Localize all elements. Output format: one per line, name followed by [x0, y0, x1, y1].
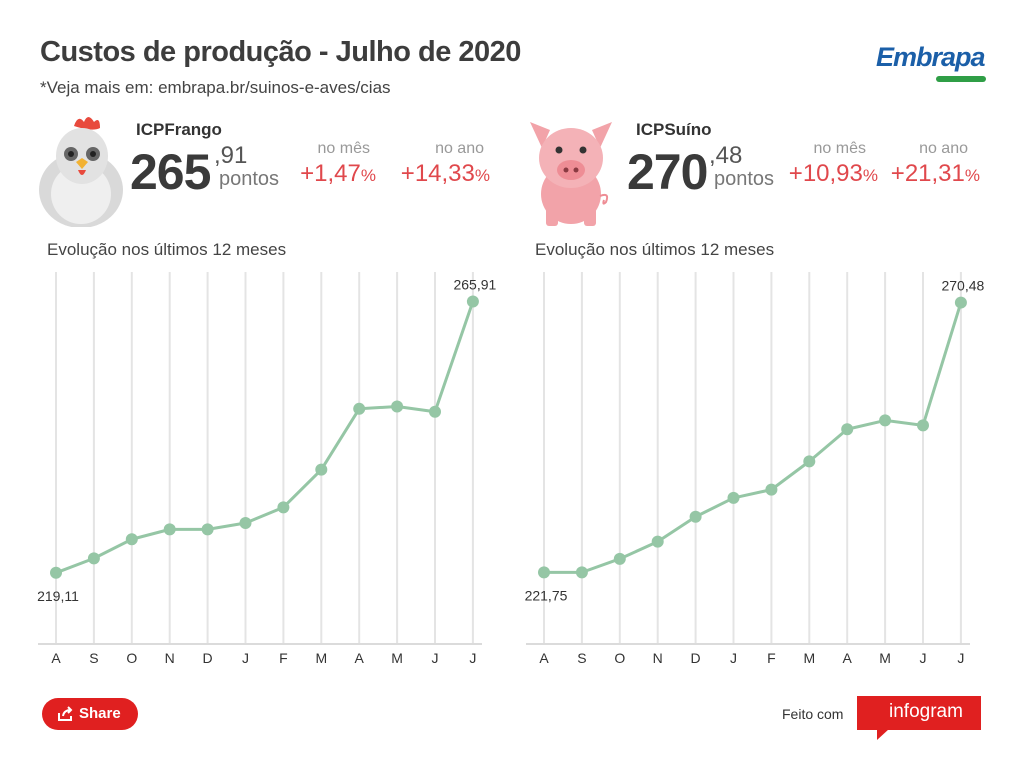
data-point[interactable] — [575, 566, 588, 579]
line-chart-frango: A S O N D J F M A M J J 219,11 265,91 — [37, 272, 497, 666]
kpi-year-change: +21,31% — [890, 160, 980, 187]
kpi-unit: pontos — [714, 168, 775, 190]
kpi-month-label: no mês — [317, 140, 370, 157]
data-point[interactable] — [125, 533, 138, 546]
data-point[interactable] — [277, 501, 290, 514]
data-point[interactable] — [538, 566, 550, 579]
infogram-link[interactable]: infogram — [857, 696, 983, 742]
data-point[interactable] — [353, 402, 366, 415]
x-tick-label: S — [577, 650, 586, 666]
x-tick-label: D — [691, 650, 701, 666]
page-title: Custos de produção - Julho de 2020 — [40, 36, 521, 68]
x-tick-label: O — [126, 650, 137, 666]
x-tick-label: M — [803, 650, 815, 666]
data-point[interactable] — [613, 552, 626, 565]
data-point[interactable] — [466, 295, 479, 308]
x-tick-label: N — [165, 650, 175, 666]
x-tick-label: A — [539, 650, 549, 666]
kpi-frango: ICPFrango 265 ,91 pontos no mês +1,47% n… — [36, 112, 506, 232]
x-tick-label: J — [957, 650, 964, 666]
pig-icon — [530, 122, 612, 226]
x-tick-label: J — [469, 650, 476, 666]
kpi-value-int: 270 — [627, 144, 708, 200]
x-tick-label: N — [653, 650, 663, 666]
x-tick-label: A — [51, 650, 61, 666]
kpi-year-label: no ano — [435, 140, 484, 157]
kpi-name: ICPFrango — [136, 120, 222, 139]
data-point[interactable] — [651, 535, 664, 548]
data-point[interactable] — [803, 455, 816, 468]
data-point[interactable] — [841, 423, 854, 436]
made-with-label: Feito com — [782, 706, 844, 722]
data-point[interactable] — [879, 414, 892, 427]
share-button[interactable]: Share — [42, 698, 138, 730]
logo-text: Embrapa — [876, 42, 986, 72]
x-tick-label: O — [614, 650, 625, 666]
chart-frango: A S O N D J F M A M J J 219,11 265,91 — [36, 258, 497, 678]
data-point[interactable] — [391, 400, 404, 413]
data-point[interactable] — [201, 523, 214, 536]
kpi-month-label: no mês — [813, 140, 866, 157]
series-line — [544, 302, 963, 574]
x-tick-label: M — [879, 650, 891, 666]
data-point[interactable] — [87, 552, 100, 565]
chart-suino: A S O N D J F M A M J J 221,75 270,48 — [524, 258, 985, 678]
x-tick-label: A — [843, 650, 853, 666]
x-tick-label: S — [89, 650, 98, 666]
x-tick-label: F — [279, 650, 288, 666]
x-tick-label: J — [242, 650, 249, 666]
chart-title-frango: Evolução nos últimos 12 meses — [47, 240, 287, 259]
page-subtitle: *Veja mais em: embrapa.br/suinos-e-aves/… — [40, 78, 391, 97]
share-icon — [58, 706, 73, 721]
x-tick-label: F — [767, 650, 776, 666]
x-tick-label: M — [315, 650, 327, 666]
first-value-label: 221,75 — [525, 587, 568, 603]
chart-title-suino: Evolução nos últimos 12 meses — [535, 240, 775, 259]
kpi-month-change: +10,93% — [788, 160, 878, 187]
last-value-label: 265,91 — [453, 277, 496, 293]
data-point[interactable] — [315, 463, 328, 476]
x-tick-label: J — [920, 650, 927, 666]
infogram-label: infogram — [889, 701, 963, 722]
data-point[interactable] — [689, 510, 702, 523]
line-chart-suino: A S O N D J F M A M J J 221,75 270,48 — [525, 272, 985, 666]
kpi-value-dec: ,48 — [709, 142, 743, 169]
kpi-month-change: +1,47% — [300, 160, 376, 187]
x-tick-label: M — [391, 650, 403, 666]
x-tick-label: J — [730, 650, 737, 666]
share-label: Share — [79, 705, 121, 722]
data-point[interactable] — [239, 517, 252, 530]
data-point[interactable] — [50, 566, 62, 579]
data-point[interactable] — [163, 523, 176, 536]
kpi-value-dec: ,91 — [214, 142, 248, 169]
first-value-label: 219,11 — [37, 588, 79, 604]
series-line — [55, 301, 475, 575]
kpi-suino: ICPSuíno 270 ,48 pontos no mês +10,93% n… — [526, 112, 996, 232]
embrapa-logo: Embrapa — [876, 40, 988, 84]
x-tick-label: D — [203, 650, 213, 666]
kpi-value-int: 265 — [130, 144, 211, 200]
kpi-unit: pontos — [219, 168, 280, 190]
x-tick-label: A — [355, 650, 365, 666]
data-point[interactable] — [954, 296, 967, 309]
data-point[interactable] — [429, 405, 441, 418]
kpi-year-label: no ano — [919, 140, 968, 157]
data-point[interactable] — [727, 491, 740, 504]
x-tick-label: J — [432, 650, 439, 666]
last-value-label: 270,48 — [941, 278, 984, 294]
chicken-icon — [39, 117, 123, 227]
logo-bar — [936, 76, 986, 82]
data-point[interactable] — [917, 419, 929, 432]
kpi-name: ICPSuíno — [636, 120, 712, 139]
kpi-year-change: +14,33% — [400, 160, 490, 187]
data-point[interactable] — [765, 483, 778, 496]
